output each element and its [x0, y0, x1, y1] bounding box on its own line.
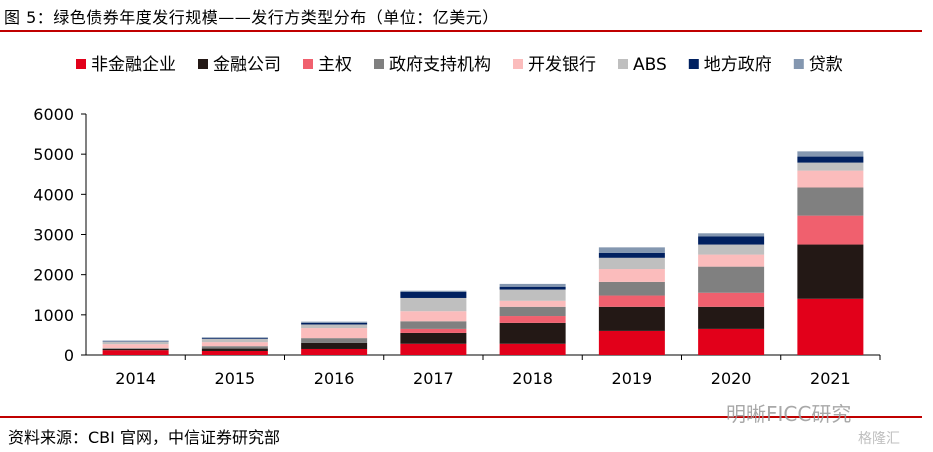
bar-segment — [797, 187, 864, 216]
bar-segment — [598, 269, 665, 282]
bar-segment — [598, 257, 665, 270]
bar-segment — [102, 341, 169, 345]
x-tick-label: 2017 — [413, 369, 454, 388]
bar-segment — [201, 338, 268, 343]
bar-segment — [598, 247, 665, 253]
bar-segment — [797, 215, 864, 245]
watermark: 明晰FICC研究 — [726, 402, 852, 426]
y-tick-label: 4000 — [33, 185, 74, 204]
x-tick-label: 2015 — [215, 369, 256, 388]
bar-segment — [797, 151, 864, 157]
bar-segment — [301, 324, 368, 329]
source-note: 资料来源：CBI 官网，中信证券研究部 — [8, 428, 280, 447]
x-tick-label: 2018 — [512, 369, 553, 388]
bar-segment — [301, 348, 368, 355]
legend-swatch — [76, 59, 86, 69]
bar-segment — [698, 266, 765, 293]
bar-segment — [598, 281, 665, 296]
bar-segment — [201, 350, 268, 355]
y-tick-label: 3000 — [33, 226, 74, 245]
bar-segment — [698, 328, 765, 355]
bar-segment — [301, 338, 368, 343]
bar-segment — [598, 330, 665, 355]
bar-segment — [499, 289, 566, 301]
bar-segment — [102, 348, 169, 349]
legend-swatch — [374, 59, 384, 69]
bar-segment — [698, 236, 765, 245]
bar-segment — [201, 338, 268, 339]
bar-segment — [400, 332, 467, 344]
bar-segment — [698, 244, 765, 255]
legend-swatch — [618, 59, 628, 69]
title-rule — [0, 30, 922, 32]
y-tick-label: 2000 — [33, 266, 74, 285]
bar-segment — [201, 346, 268, 349]
bar-segment — [797, 162, 864, 171]
bar-segment — [102, 348, 169, 351]
legend-label: 政府支持机构 — [389, 55, 491, 75]
legend-label: 开发银行 — [528, 55, 596, 75]
watermark-secondary: 格隆汇 — [858, 431, 900, 447]
bar-segment — [598, 295, 665, 307]
page-title: 图 5：绿色债券年度发行规模——发行方类型分布（单位：亿美元） — [4, 8, 499, 27]
y-tick-label: 5000 — [33, 145, 74, 164]
legend-swatch — [793, 59, 804, 69]
bar-segment — [698, 292, 765, 307]
bar-segment — [400, 321, 467, 329]
bar-segment — [301, 321, 368, 323]
bar-segment — [499, 300, 566, 307]
legend-label: 金融公司 — [213, 55, 281, 75]
legend-label: 主权 — [318, 55, 352, 75]
bar-segment — [102, 340, 169, 342]
bar-segment — [102, 344, 169, 349]
x-tick-label: 2021 — [810, 369, 851, 388]
legend-label: ABS — [633, 55, 667, 75]
bar-segment — [102, 350, 169, 355]
bar-segment — [400, 290, 467, 292]
bar-segment — [400, 297, 467, 312]
bar-segment — [301, 328, 368, 339]
bar-segment — [400, 311, 467, 322]
bar-segment — [301, 342, 368, 349]
bar-segment — [201, 342, 268, 347]
x-tick-label: 2019 — [612, 369, 653, 388]
legend-label: 贷款 — [809, 55, 843, 75]
bar-segment — [797, 244, 864, 299]
bar-segment — [499, 286, 566, 290]
bar-segment — [499, 283, 566, 287]
bar-segment — [400, 291, 467, 298]
bar-segment — [499, 306, 566, 317]
bar-segment — [797, 170, 864, 188]
bar-segment — [499, 343, 566, 355]
bar-segment — [400, 343, 467, 355]
legend-swatch — [198, 59, 208, 69]
bar-segment — [499, 316, 566, 323]
bar-segment — [698, 254, 765, 267]
bar-segment — [598, 252, 665, 258]
bar-segment — [797, 298, 864, 355]
y-tick-label: 1000 — [33, 306, 74, 325]
x-tick-label: 2020 — [711, 369, 752, 388]
y-tick-label: 0 — [64, 346, 74, 365]
x-tick-label: 2014 — [115, 369, 156, 388]
bar-segment — [201, 337, 268, 339]
bar-segment — [698, 233, 765, 237]
legend-label: 非金融企业 — [91, 55, 176, 75]
legend-swatch — [513, 59, 523, 69]
bar-segment — [400, 328, 467, 333]
source-rule — [0, 416, 922, 418]
y-tick-label: 6000 — [33, 105, 74, 124]
legend-label: 地方政府 — [704, 55, 772, 75]
legend-swatch — [303, 59, 313, 69]
bar-segment — [797, 156, 864, 163]
bar-segment — [301, 322, 368, 325]
bar-segment — [499, 322, 566, 344]
bar-segment — [201, 348, 268, 351]
legend-swatch — [688, 59, 699, 69]
bar-segment — [698, 306, 765, 329]
bar-segment — [598, 306, 665, 331]
x-tick-label: 2016 — [314, 369, 355, 388]
